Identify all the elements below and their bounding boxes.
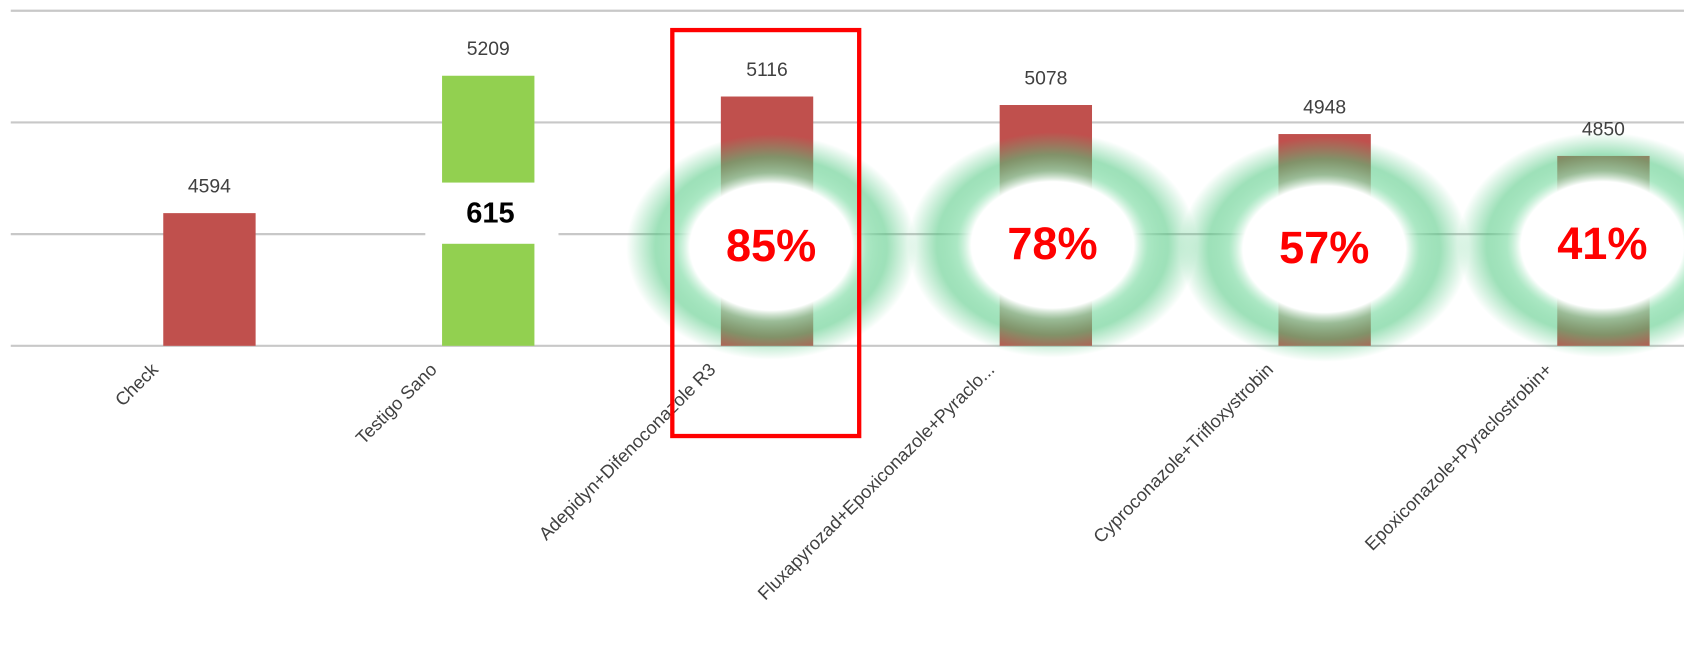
- percent-label: 78%: [1007, 218, 1097, 269]
- glow: [1457, 132, 1684, 358]
- glow: [907, 132, 1198, 358]
- percent-label: 57%: [1279, 222, 1369, 273]
- glow: [1179, 136, 1470, 362]
- value-label: 4948: [1303, 97, 1346, 118]
- percent-label: 85%: [726, 220, 816, 271]
- x-tick-label: Cyproconazole+Trifloxystrobin: [1089, 359, 1277, 547]
- label-box: [425, 182, 559, 244]
- x-tick-label: Testigo Sano: [351, 359, 440, 448]
- x-tick-label: Fluxapyrozad+Epoxiconazole+Pyraclo...: [753, 359, 998, 604]
- glow: [626, 134, 917, 360]
- value-label: 4594: [188, 176, 231, 197]
- x-tick-label: Adepidyn+Difenoconazole R3: [534, 359, 719, 544]
- value-label: 5078: [1024, 68, 1067, 89]
- highlight-box: [670, 27, 862, 439]
- difference-label: 615: [466, 197, 514, 229]
- x-tick-label: Epoxiconazole+Pyraclostrobin+: [1360, 359, 1556, 555]
- value-label: 5209: [467, 39, 510, 60]
- bar: [163, 213, 256, 346]
- percent-label: 41%: [1557, 218, 1647, 269]
- x-tick-label: Check: [111, 358, 163, 410]
- value-label: 5116: [746, 60, 788, 81]
